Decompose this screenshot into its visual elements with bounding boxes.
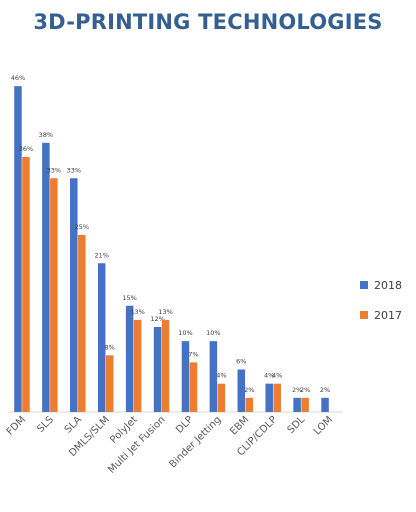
bar-2017-5: [161, 319, 170, 412]
value-label-2018-3: 21%: [94, 251, 108, 259]
bar-2018-0: [14, 86, 22, 413]
category-label-8: EBM: [228, 414, 251, 437]
value-label-2017-10: 2%: [300, 386, 310, 394]
value-label-2018-4: 15%: [122, 294, 136, 302]
value-label-2018-0: 46%: [11, 74, 25, 82]
bar-2018-3: [97, 263, 106, 412]
bar-2017-6: [189, 362, 198, 412]
value-label-2017-9: 4%: [272, 372, 282, 380]
value-label-2018-2: 33%: [67, 166, 81, 174]
category-label-11: LOM: [312, 414, 335, 437]
category-label-1: SLS: [35, 414, 56, 435]
chart-title: 3D-PRINTING TECHNOLOGIES: [33, 10, 383, 34]
bar-2018-9: [265, 383, 273, 412]
bar-2017-10: [301, 397, 309, 412]
value-label-2018-10: 2%: [292, 386, 302, 394]
category-label-0: FDM: [5, 414, 28, 437]
bar-2017-2: [78, 234, 86, 412]
value-label-2018-9: 4%: [264, 372, 274, 380]
bar-2018-4: [125, 305, 134, 412]
bar-2017-9: [273, 383, 281, 412]
bar-2018-6: [181, 341, 190, 412]
category-label-2: SLA: [63, 414, 84, 435]
bar-2017-8: [245, 397, 254, 412]
bar-2018-11: [321, 397, 329, 412]
value-label-2018-5: 12%: [150, 315, 164, 323]
bar-2017-4: [133, 319, 142, 412]
legend-swatch-2018: [360, 281, 368, 289]
value-label-2017-4: 13%: [130, 308, 144, 316]
bar-2018-7: [209, 341, 218, 412]
bar-2018-8: [237, 369, 246, 412]
legend-swatch-2017: [360, 311, 368, 319]
value-label-2017-1: 33%: [47, 166, 61, 174]
value-label-2017-5: 13%: [158, 308, 172, 316]
category-label-7: Binder Jetting: [168, 414, 224, 470]
bar-2018-5: [153, 327, 162, 412]
value-label-2017-8: 2%: [244, 386, 254, 394]
value-label-2018-1: 38%: [39, 131, 53, 139]
bar-2018-1: [42, 142, 50, 413]
category-label-6: DLP: [174, 414, 195, 435]
category-label-10: SDL: [286, 414, 308, 436]
value-label-2017-6: 7%: [188, 350, 198, 358]
bar-2017-7: [217, 383, 226, 412]
value-label-2018-11: 2%: [320, 386, 330, 394]
bar-2018-2: [70, 178, 78, 412]
value-label-2018-7: 10%: [206, 329, 220, 337]
bar-2017-3: [105, 355, 114, 412]
legend-label-2018: 2018: [374, 279, 402, 292]
bar-2018-10: [293, 397, 301, 412]
value-label-2017-2: 25%: [75, 223, 89, 231]
value-label-2018-6: 10%: [178, 329, 192, 337]
bar-2017-0: [22, 157, 30, 412]
value-label-2017-0: 36%: [19, 145, 33, 153]
value-label-2017-7: 4%: [216, 372, 226, 380]
value-label-2018-8: 6%: [236, 358, 246, 366]
bar-2017-1: [50, 178, 58, 412]
legend-label-2017: 2017: [374, 309, 402, 322]
value-label-2017-3: 8%: [105, 343, 115, 351]
